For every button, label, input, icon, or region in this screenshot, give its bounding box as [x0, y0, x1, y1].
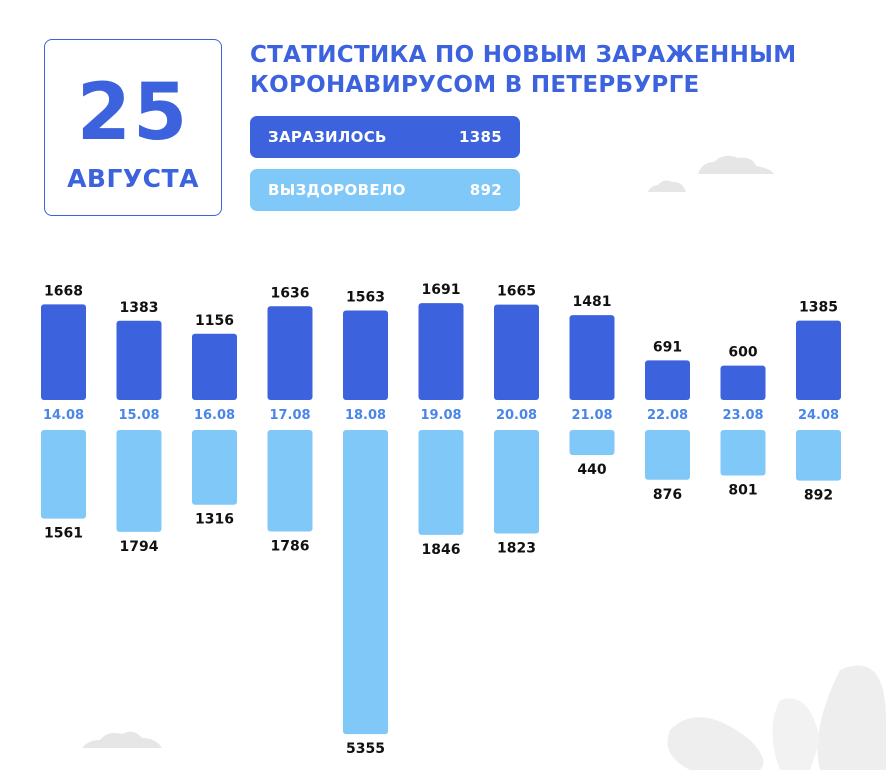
- infected-value-label: 600: [728, 345, 757, 361]
- page-title: СТАТИСТИКА ПО НОВЫМ ЗАРАЖЕННЫМ КОРОНАВИР…: [250, 40, 860, 100]
- recovered-value-label: 440: [577, 462, 606, 478]
- infected-bar: [267, 306, 313, 400]
- infected-bar: [116, 320, 162, 400]
- infected-value-label: 1636: [271, 285, 310, 301]
- date-card: 25 АВГУСТА: [44, 39, 222, 216]
- infected-value-label: 691: [653, 339, 682, 355]
- recovered-bar: [796, 430, 841, 481]
- recovered-summary: ВЫЗДОРОВЕЛО 892: [250, 169, 520, 211]
- infected-bar: [41, 304, 86, 400]
- infected-bar: [796, 320, 841, 400]
- date-tick-label: 16.08: [194, 408, 235, 423]
- cloud-icon: [648, 155, 774, 192]
- infected-bar: [494, 304, 539, 400]
- date-month: АВГУСТА: [67, 164, 199, 193]
- recovered-value-label: 1823: [497, 541, 536, 557]
- date-tick-label: 19.08: [420, 408, 461, 423]
- date-tick-label: 18.08: [345, 408, 386, 423]
- infected-value-label: 1383: [120, 300, 159, 316]
- title-line-2: КОРОНАВИРУСОМ В ПЕТЕРБУРГЕ: [250, 72, 700, 98]
- infected-bar: [645, 360, 690, 400]
- infected-value-label: 1563: [346, 289, 385, 305]
- date-tick-label: 22.08: [647, 408, 688, 423]
- recovered-label: ВЫЗДОРОВЕЛО: [268, 181, 406, 199]
- recovered-bar: [569, 430, 615, 455]
- recovered-value-label: 801: [728, 482, 757, 498]
- infected-value-label: 1665: [497, 284, 536, 300]
- recovered-bar: [645, 430, 690, 480]
- infected-bar: [569, 315, 615, 400]
- date-tick-label: 21.08: [571, 408, 612, 423]
- recovered-bar: [720, 430, 766, 476]
- date-day: 25: [76, 68, 190, 158]
- cloud-icon: [82, 731, 162, 748]
- infected-bar: [192, 333, 237, 400]
- date-tick-label: 23.08: [722, 408, 763, 423]
- recovered-bar: [343, 430, 388, 735]
- recovered-value-label: 1316: [195, 512, 234, 528]
- infected-value-label: 1156: [195, 313, 234, 329]
- recovered-value: 892: [469, 181, 502, 199]
- date-tick-label: 15.08: [118, 408, 159, 423]
- infected-label: ЗАРАЗИЛОСЬ: [268, 128, 387, 146]
- recovered-value-label: 1794: [120, 539, 159, 555]
- recovered-value-label: 876: [653, 487, 682, 503]
- infected-summary: ЗАРАЗИЛОСЬ 1385: [250, 116, 520, 158]
- recovered-value-label: 1786: [271, 538, 310, 554]
- infected-value-label: 1481: [573, 294, 612, 310]
- recovered-value-label: 5355: [346, 741, 385, 757]
- infected-value: 1385: [459, 128, 502, 146]
- infected-value-label: 1385: [799, 300, 838, 316]
- infected-bar: [720, 365, 766, 400]
- recovered-value-label: 1846: [422, 542, 461, 558]
- recovered-bar: [41, 430, 86, 519]
- date-tick-label: 24.08: [798, 408, 839, 423]
- recovered-value-label: 1561: [44, 526, 83, 542]
- title-line-1: СТАТИСТИКА ПО НОВЫМ ЗАРАЖЕННЫМ: [250, 42, 797, 68]
- leaf-icon: [667, 665, 886, 770]
- daily-bar-chart: 1668 14.08 1561 1383 15.08 1794 1156 16.08 1316 1…: [41, 282, 841, 757]
- date-tick-label: 20.08: [496, 408, 537, 423]
- infected-value-label: 1668: [44, 283, 83, 299]
- recovered-bar: [418, 430, 464, 535]
- infected-value-label: 1691: [422, 282, 461, 298]
- date-tick-label: 14.08: [43, 408, 84, 423]
- recovered-bar: [267, 430, 313, 532]
- infected-bar: [343, 310, 388, 400]
- infected-bar: [418, 303, 464, 400]
- recovered-bar: [494, 430, 539, 534]
- recovered-bar: [192, 430, 237, 505]
- recovered-bar: [116, 430, 162, 532]
- recovered-value-label: 892: [804, 488, 833, 504]
- date-tick-label: 17.08: [269, 408, 310, 423]
